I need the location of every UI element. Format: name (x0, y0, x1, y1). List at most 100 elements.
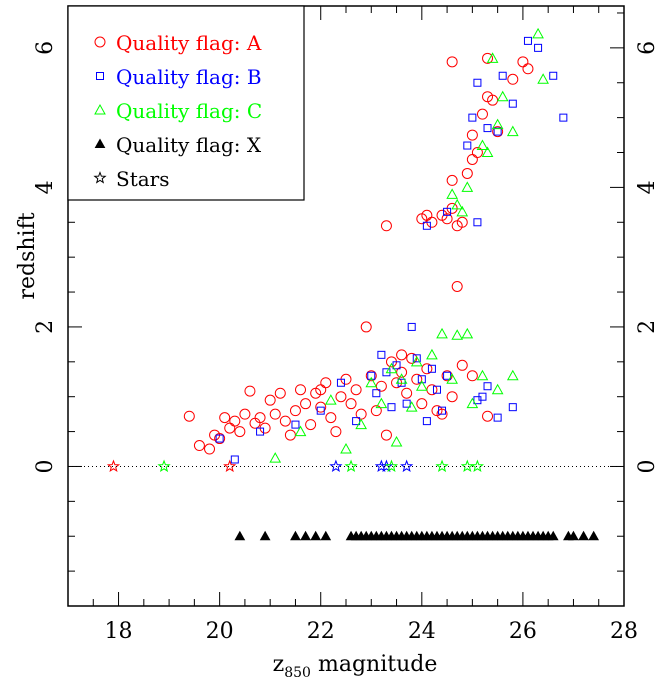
point-quality-flag-b (473, 78, 482, 87)
point-quality-flag-a (254, 412, 266, 424)
point-quality-flag-b (397, 378, 406, 387)
point-quality-flag-b (498, 71, 507, 80)
point-quality-flag-c (496, 90, 509, 102)
point-quality-flag-a (446, 391, 458, 403)
y-tick-label-right: 6 (635, 41, 660, 55)
point-quality-flag-a (436, 408, 448, 420)
point-quality-flag-b (417, 375, 426, 384)
point-quality-flag-c (446, 373, 458, 384)
x-tick-label: 28 (610, 619, 638, 644)
point-quality-flag-a (239, 408, 251, 420)
point-quality-flag-c (410, 355, 423, 367)
legend-label: Quality flag: C (116, 99, 262, 123)
point-quality-flag-c (491, 383, 504, 395)
point-quality-flag-c (294, 425, 307, 437)
point-quality-flag-b (291, 420, 300, 429)
point-quality-flag-a (411, 373, 423, 385)
x-tick-label: 22 (307, 619, 335, 644)
legend-marker (94, 138, 106, 148)
point-quality-flag-a (269, 408, 281, 420)
point-quality-flag-b (215, 434, 224, 443)
point-quality-flag-a (421, 363, 433, 375)
point-quality-flag-c (476, 369, 489, 381)
tick-labels: 18 20 22 24 26 280 02 24 46 6 (33, 41, 660, 644)
point-quality-flag-b (407, 322, 416, 331)
point-quality-flag-a (441, 370, 453, 382)
point-quality-flag-b (336, 378, 345, 387)
point-quality-flag-a (446, 56, 458, 68)
y-tick-label-left: 6 (33, 41, 58, 55)
point-quality-flag-c (451, 329, 464, 340)
point-quality-flag-a (244, 385, 256, 397)
point-stars (384, 459, 399, 473)
point-quality-flag-a (204, 443, 216, 455)
point-quality-flag-c (324, 394, 337, 405)
legend-box (67, 5, 305, 201)
point-quality-flag-a (224, 422, 236, 434)
point-quality-flag-c (405, 401, 418, 412)
point-quality-flag-a (264, 394, 276, 406)
point-quality-flag-b (256, 427, 265, 436)
point-quality-flag-a (370, 405, 382, 417)
point-quality-flag-a (492, 126, 504, 138)
point-quality-flag-c (269, 452, 282, 463)
point-quality-flag-a (522, 63, 534, 75)
y-tick-label-left: 4 (33, 180, 58, 194)
point-quality-flag-a (461, 167, 473, 179)
x-axis-label: z850 magnitude (273, 652, 438, 681)
point-quality-flag-a (193, 440, 205, 452)
point-quality-flag-x (578, 530, 589, 541)
point-quality-flag-b (402, 399, 411, 408)
point-quality-flag-a (396, 349, 408, 361)
legend-label: Quality flag: X (116, 133, 262, 157)
y-axis-label: redshift (15, 212, 40, 299)
point-quality-flag-b (432, 385, 441, 394)
y-tick-label-right: 0 (635, 459, 660, 473)
point-quality-flag-c (446, 188, 458, 199)
point-quality-flag-a (406, 352, 418, 364)
point-quality-flag-x (234, 530, 246, 541)
point-quality-flag-a (471, 147, 483, 159)
point-quality-flag-c (537, 73, 549, 84)
point-quality-flag-c (415, 380, 428, 391)
point-quality-flag-a (320, 377, 332, 389)
point-quality-flag-b (367, 371, 376, 380)
legend-marker (93, 171, 107, 184)
point-quality-flag-a (507, 73, 519, 85)
point-quality-flag-a (380, 429, 392, 441)
point-quality-flag-a (289, 405, 301, 417)
y-tick-label-right: 4 (635, 180, 660, 194)
point-quality-flag-c (375, 397, 388, 409)
x-tick-label: 18 (105, 619, 133, 644)
point-quality-flag-a (482, 52, 494, 64)
point-quality-flag-c (395, 373, 408, 384)
point-quality-flag-a (466, 370, 478, 382)
point-quality-flag-c (481, 146, 494, 158)
point-quality-flag-b (473, 218, 482, 227)
point-quality-flag-b (463, 141, 472, 150)
point-quality-flag-b (352, 417, 361, 426)
point-quality-flag-a (466, 153, 478, 165)
point-quality-flag-a (360, 321, 372, 333)
point-quality-flag-a (214, 433, 226, 445)
point-quality-flag-a (274, 387, 286, 399)
point-quality-flag-c (532, 27, 544, 39)
point-quality-flag-x (310, 530, 322, 541)
point-quality-flag-a (345, 398, 357, 410)
point-quality-flag-b (422, 417, 431, 426)
point-quality-flag-b (387, 403, 396, 412)
point-quality-flag-b (549, 71, 558, 80)
point-quality-flag-b (316, 406, 325, 415)
point-quality-flag-x (547, 530, 559, 541)
point-quality-flag-a (482, 410, 494, 422)
legend-marker (96, 72, 104, 80)
point-quality-flag-b (483, 124, 492, 133)
point-quality-flag-b (493, 413, 502, 422)
point-quality-flag-b (443, 207, 452, 216)
point-quality-flag-a (456, 216, 468, 228)
point-quality-flag-x (568, 530, 579, 541)
y-tick-label-right: 2 (635, 320, 660, 334)
point-quality-flag-b (523, 36, 532, 45)
point-quality-flag-a (305, 419, 317, 431)
point-quality-flag-c (486, 52, 499, 63)
